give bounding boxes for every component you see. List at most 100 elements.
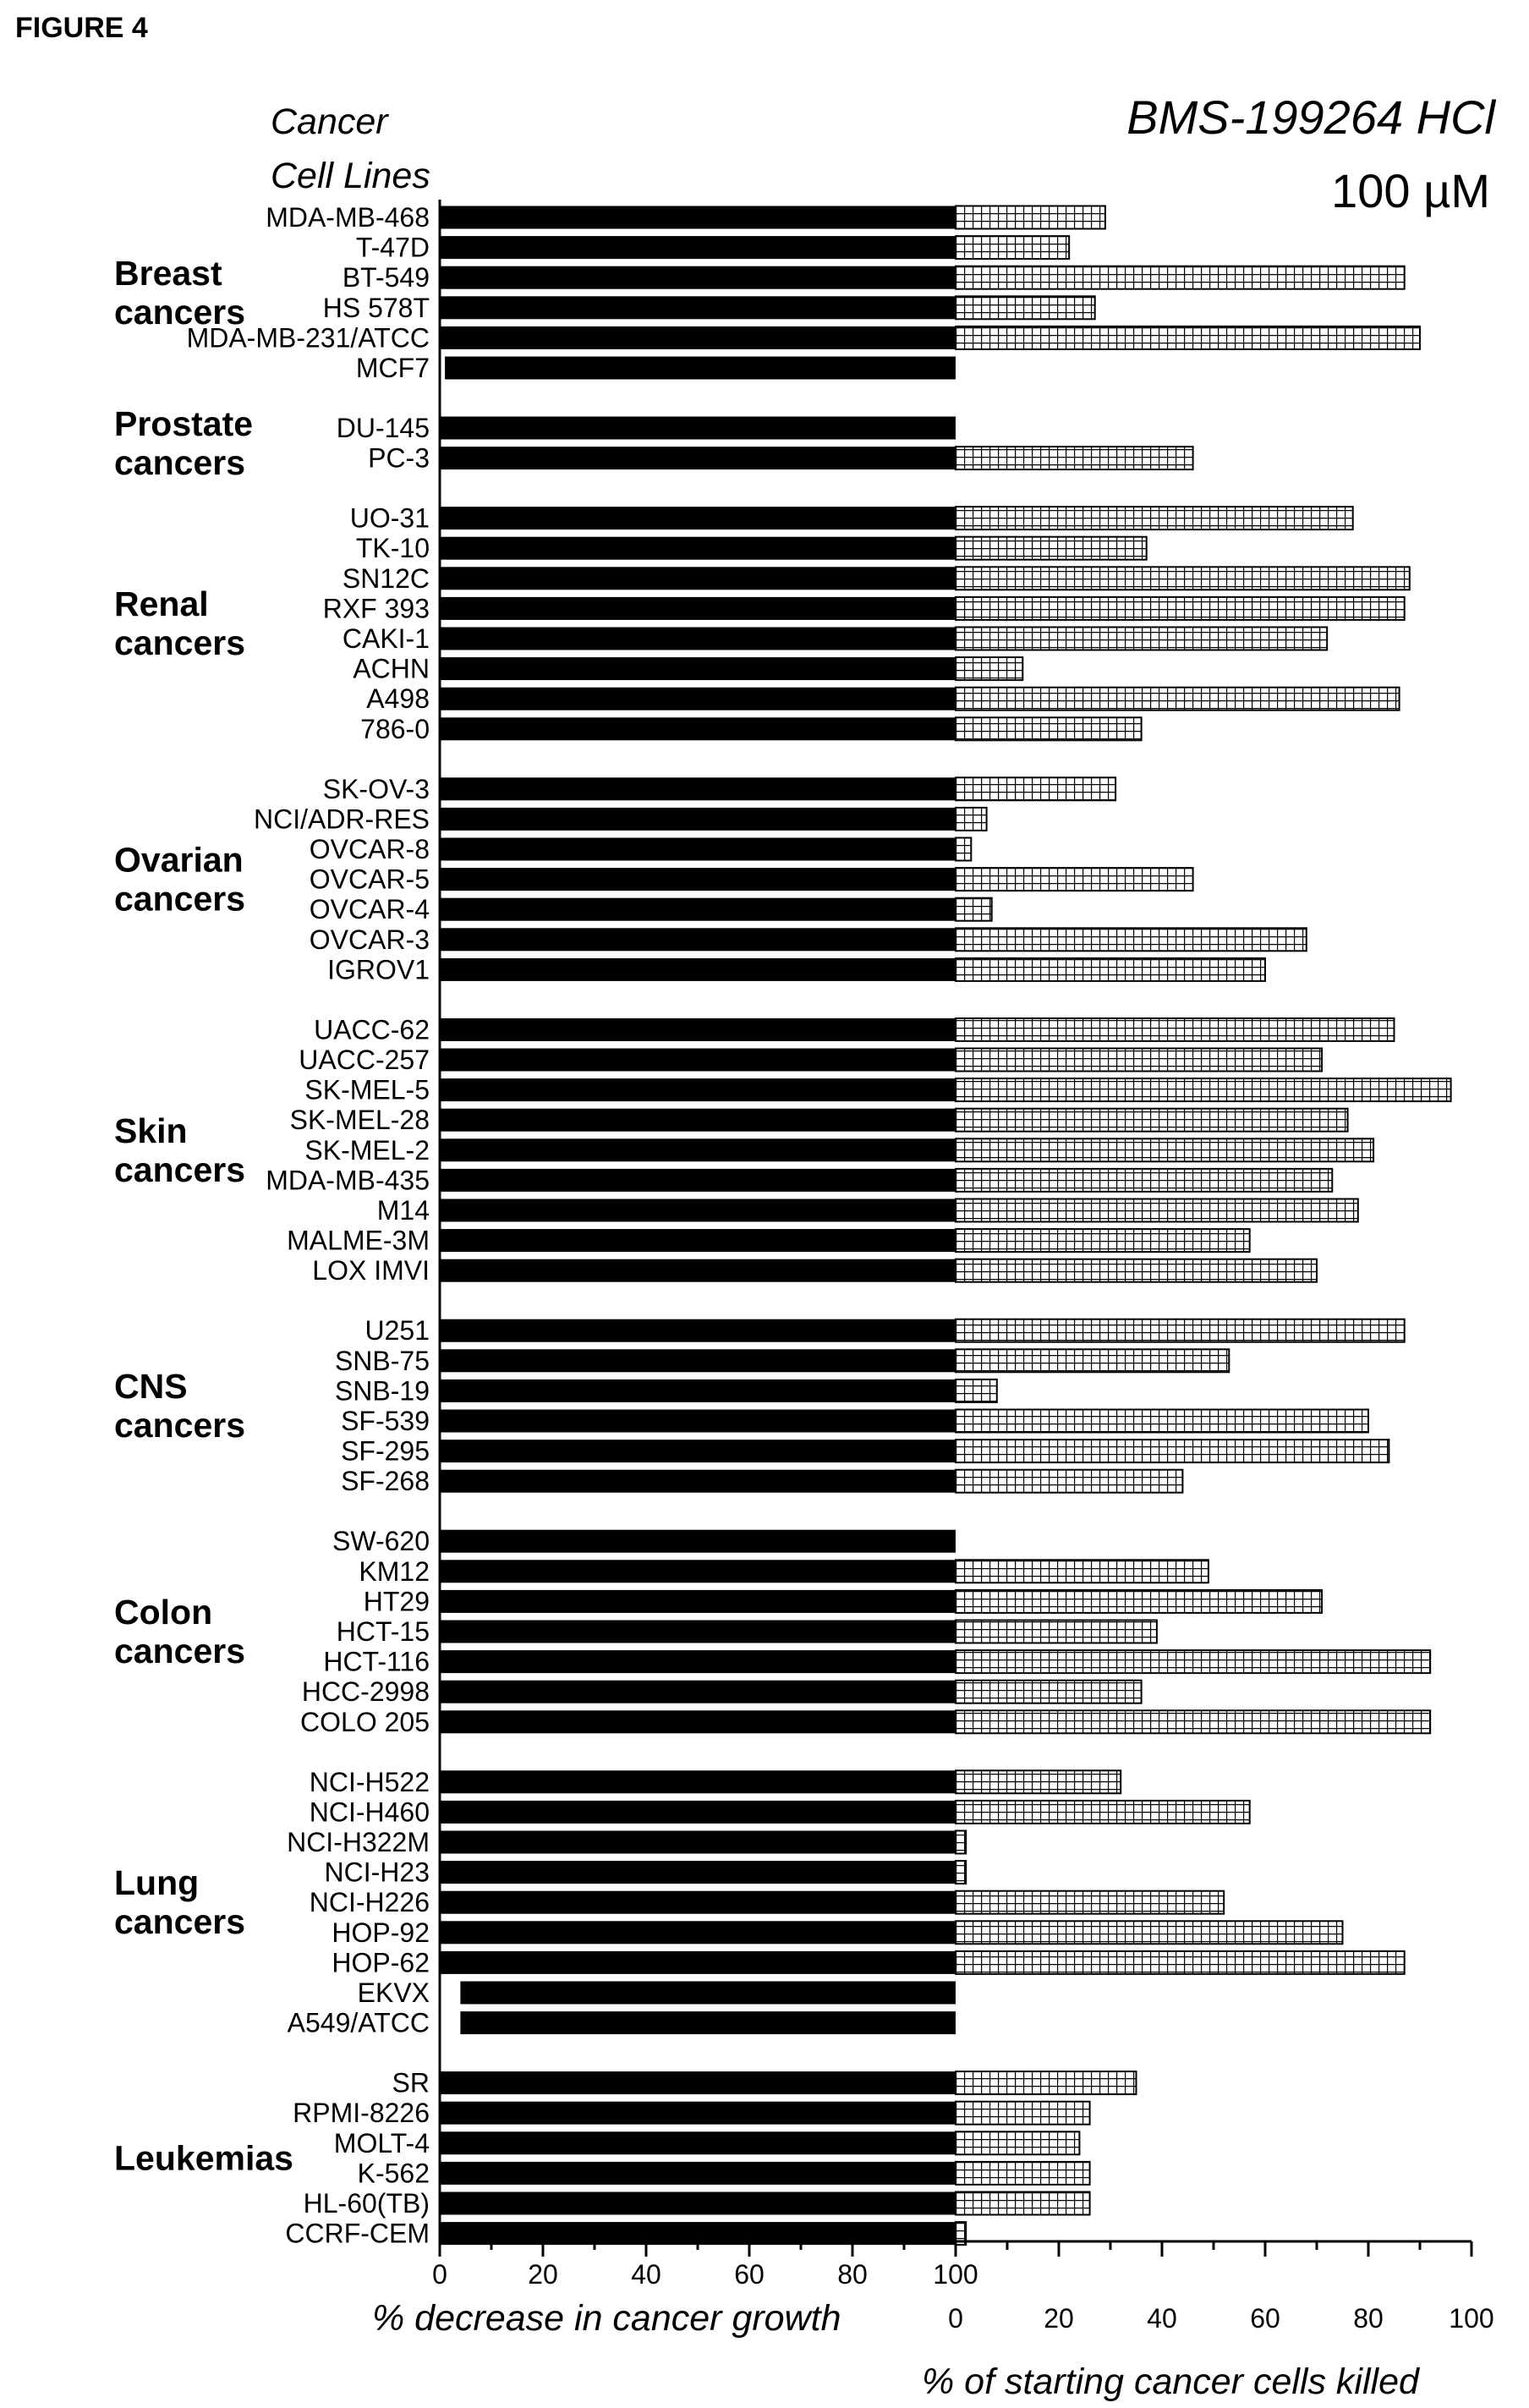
bar-killed-k-562 [955,2160,1091,2186]
bar-killed-nci-h23 [955,1860,967,1885]
bar-growth-sn12c [440,567,956,590]
group-label: Ovarian [114,841,244,880]
bar-growth-rxf-393 [440,596,956,620]
cell-line-label: UACC-62 [314,1014,430,1045]
x-tick-label: 80 [1353,2303,1384,2334]
bar-growth-mda-mb-435 [440,1168,956,1192]
bar-growth-u251 [440,1319,956,1342]
cell-line-label: 786-0 [360,714,430,744]
cell-line-label: NCI-H460 [310,1796,430,1827]
bar-growth-ovcar-5 [440,868,956,891]
cell-line-label: NCI/ADR-RES [254,804,430,834]
bar-killed-sf-539 [955,1408,1369,1434]
bar-killed-hop-62 [955,1950,1406,1975]
cell-line-label: SF-295 [341,1436,430,1467]
bar-growth-ovcar-3 [440,928,956,952]
bar-growth-rpmi-8226 [440,2101,956,2125]
bar-growth-mda-mb-231-atcc [440,326,956,349]
bar-killed-lox-imvi [955,1258,1318,1283]
bar-killed-tk-10 [955,535,1148,561]
bar-growth-m14 [440,1199,956,1222]
bar-killed-hcc-2998 [955,1679,1143,1704]
bar-killed-achn [955,656,1024,682]
bar-killed-pc-3 [955,446,1194,471]
x-axis-title-left: % decrease in cancer growth [372,2298,841,2339]
bar-killed-hs-578t [955,295,1096,321]
cell-line-label: SK-OV-3 [323,774,430,804]
bar-killed-ovcar-3 [955,927,1307,952]
bar-killed-mda-mb-435 [955,1167,1334,1193]
bar-growth-t-47d [440,236,956,260]
axes-layer: 0 20 40 60 80 100 0 20 40 60 80 100 [432,200,1494,2334]
bar-growth-nci-adr-res [440,807,956,831]
bar-killed-sk-mel-5 [955,1078,1452,1103]
cell-line-label: U251 [365,1315,430,1346]
bar-killed-malme-3m [955,1228,1251,1253]
cell-line-label: T-47D [356,233,430,263]
cell-line-label: SNB-19 [335,1375,430,1406]
bar-growth-pc-3 [440,447,956,470]
bar-growth-hct-15 [440,1620,956,1643]
bar-growth-ekvx [460,1981,956,2005]
group-label: cancers [114,880,245,919]
cell-line-label: OVCAR-5 [310,864,430,895]
bar-killed-rxf-393 [955,595,1406,621]
bar-growth-786-0 [440,717,956,741]
bar-growth-sf-268 [440,1469,956,1493]
bar-killed-hct-116 [955,1649,1432,1675]
bar-growth-malme-3m [440,1229,956,1253]
cell-line-label: TK-10 [356,533,430,563]
cell-line-label: A549/ATCC [288,2008,430,2038]
bar-killed-uacc-62 [955,1017,1395,1042]
cell-line-label: COLO 205 [300,1707,430,1737]
bar-killed-ht29 [955,1588,1323,1614]
bar-killed-sf-268 [955,1468,1184,1494]
bar-growth-ovcar-8 [440,837,956,861]
bar-killed-nci-h322m [955,1829,967,1855]
bar-killed-nci-h460 [955,1799,1251,1824]
bar-killed-sk-mel-28 [955,1107,1349,1133]
bar-growth-uacc-257 [440,1048,956,1072]
group-label: Renal [114,584,209,623]
bar-killed-colo-205 [955,1709,1432,1735]
cell-line-label: HCC-2998 [302,1676,430,1707]
bar-growth-igrov1 [440,957,956,981]
cell-line-label: K-562 [358,2158,430,2188]
group-label: cancers [114,623,245,662]
group-label: Prostate [114,404,253,443]
bar-killed-sk-mel-2 [955,1138,1375,1163]
cell-line-label: MDA-MB-435 [266,1165,430,1195]
bar-growth-ovcar-4 [440,897,956,921]
cell-line-label: KM12 [359,1556,430,1587]
bar-growth-hl-60-tb [440,2191,956,2215]
bar-killed-m14 [955,1198,1359,1223]
cell-line-label: NCI-H322M [287,1827,430,1857]
bar-growth-mda-mb-468 [440,206,956,229]
bar-growth-sr [440,2071,956,2095]
bar-growth-nci-h460 [440,1800,956,1824]
bars-layer [440,205,1452,2246]
bar-killed-ovcar-5 [955,867,1194,892]
bar-growth-nci-h322m [440,1830,956,1854]
bar-killed-hct-15 [955,1619,1158,1644]
cell-line-label: SK-MEL-2 [304,1135,430,1166]
bar-killed-mda-mb-231-atcc [955,325,1421,350]
bar-killed-sn12c [955,566,1411,591]
x-tick-label: 40 [631,2259,661,2290]
group-label: Breast [114,254,222,293]
cell-line-label: SW-620 [332,1526,430,1556]
cell-line-label: CAKI-1 [343,623,430,654]
bar-growth-hct-116 [440,1650,956,1674]
bar-growth-nci-h522 [440,1770,956,1794]
cell-line-label: NCI-H522 [310,1767,430,1797]
cell-line-label: SF-539 [341,1406,430,1436]
bar-killed-sk-ov-3 [955,776,1117,802]
bar-growth-uacc-62 [440,1018,956,1041]
bar-growth-colo-205 [440,1710,956,1734]
bar-growth-sk-mel-28 [440,1108,956,1132]
cell-line-label: RXF 393 [323,593,430,623]
bar-killed-bt-549 [955,265,1406,290]
x-tick-label: 80 [837,2259,868,2290]
cell-line-label: ACHN [353,654,430,684]
x-tick-label: 20 [528,2259,558,2290]
